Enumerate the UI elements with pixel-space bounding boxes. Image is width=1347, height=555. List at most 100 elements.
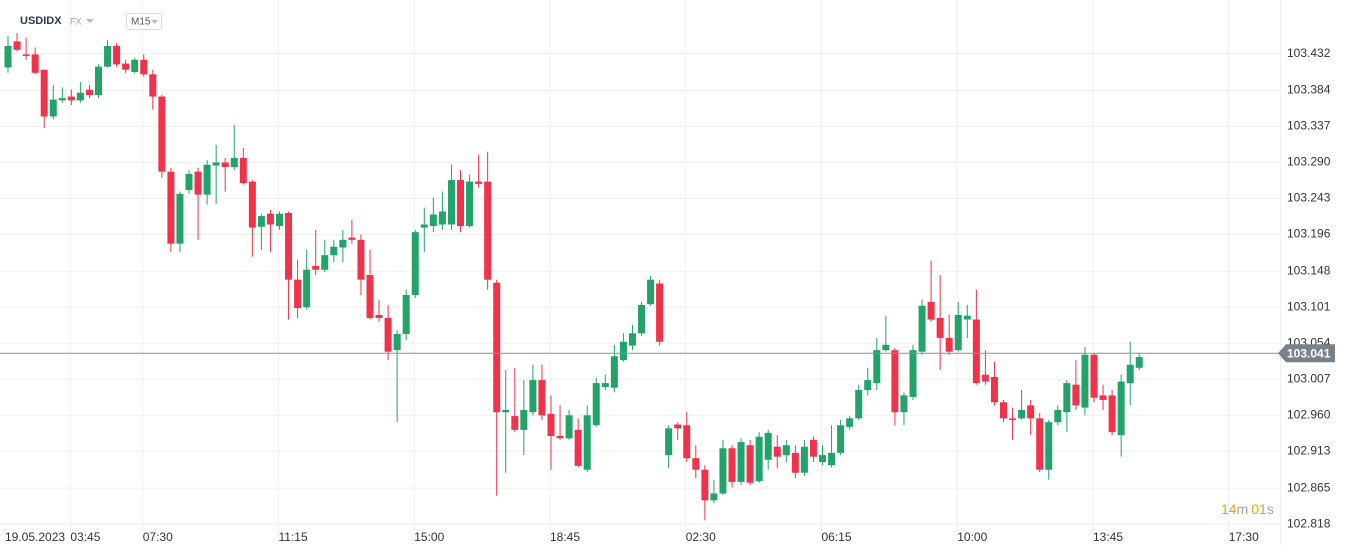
candle-body — [1045, 422, 1053, 470]
countdown-seconds: 01 — [1251, 501, 1267, 517]
candle-body — [22, 54, 30, 56]
y-tick-label: 103.432 — [1287, 46, 1331, 60]
candle-body — [194, 171, 202, 195]
market: FX — [70, 16, 82, 26]
candle-body — [990, 376, 998, 403]
y-tick-label: 103.148 — [1287, 263, 1331, 277]
candle-body — [1009, 418, 1017, 420]
candle-body — [1081, 354, 1089, 408]
candle-body — [647, 279, 655, 305]
candle-body — [1063, 383, 1071, 413]
candle-body — [927, 301, 935, 320]
candle-body — [484, 181, 492, 280]
y-tick-label: 103.337 — [1287, 119, 1331, 133]
candle-body — [556, 435, 564, 439]
candle-body — [846, 418, 854, 427]
candle-body — [746, 445, 754, 483]
interval-button[interactable] — [126, 13, 162, 30]
candle-body — [782, 445, 790, 456]
candle-body — [574, 429, 582, 466]
x-tick-label: 03:45 — [70, 530, 100, 544]
countdown-unit: m — [1237, 501, 1249, 517]
candle-body — [85, 89, 93, 96]
candle-body — [936, 317, 944, 338]
x-tick-label: 02:30 — [686, 530, 716, 544]
candle-body — [565, 415, 573, 439]
candle-body — [149, 74, 157, 97]
candle-body — [891, 350, 899, 413]
x-tick-label: 17:30 — [1229, 530, 1259, 544]
candle-body — [864, 380, 872, 391]
candle-body — [76, 92, 84, 101]
candle-body — [719, 448, 727, 494]
candle-body — [1135, 357, 1143, 368]
candle-body — [167, 171, 175, 244]
candle-body — [31, 54, 39, 73]
candle-body — [1108, 395, 1116, 433]
candle-body — [95, 66, 102, 96]
candle-body — [67, 96, 75, 101]
candle-body — [529, 380, 537, 413]
candle-body — [131, 59, 139, 73]
candle-body — [601, 383, 609, 387]
dropdown-arrow[interactable] — [86, 19, 94, 23]
candle-body — [493, 282, 501, 413]
y-tick-label: 102.960 — [1287, 407, 1331, 421]
candle-body — [303, 269, 311, 308]
y-tick-label: 102.818 — [1287, 516, 1331, 530]
candle-body — [764, 432, 772, 460]
countdown-minutes: 14 — [1221, 501, 1237, 517]
candle-body — [185, 173, 193, 191]
candle-body — [366, 275, 374, 318]
candle-body — [384, 317, 392, 352]
x-tick-label: 18:45 — [550, 530, 580, 544]
candle-body — [945, 337, 953, 352]
candle-body — [1000, 402, 1007, 419]
candle-body — [330, 246, 338, 256]
candle-body — [900, 395, 908, 413]
candle-body — [837, 425, 845, 453]
candle-body — [312, 265, 320, 270]
candle-body — [800, 446, 808, 473]
candle-body — [158, 96, 166, 172]
candle-body — [619, 341, 627, 361]
y-tick-label: 102.913 — [1287, 443, 1331, 457]
interval[interactable]: M15 — [131, 17, 151, 28]
candle-body — [248, 181, 256, 228]
candle-body — [257, 216, 265, 227]
candle-body — [819, 455, 826, 463]
candle-body — [339, 239, 347, 248]
last-price-tag — [1278, 344, 1335, 363]
candle-body — [375, 314, 383, 318]
interval-arrow[interactable] — [151, 20, 158, 24]
candle-body — [475, 181, 483, 184]
candle-body — [511, 416, 519, 430]
candle-body — [285, 213, 293, 280]
candle-body — [40, 69, 48, 117]
candle-body — [294, 279, 302, 309]
candle-body — [954, 314, 962, 351]
x-tick-label: 10:00 — [957, 530, 987, 544]
candle-body — [13, 41, 21, 50]
candle-body — [466, 181, 474, 227]
last-price-label: 103.041 — [1287, 346, 1331, 360]
candle-body — [176, 193, 184, 244]
candle-body — [1054, 409, 1062, 423]
candle-body — [1126, 364, 1134, 384]
y-tick-label: 103.101 — [1287, 299, 1331, 313]
candle-body — [665, 428, 673, 456]
candle-body — [502, 409, 510, 413]
candle-body — [239, 157, 247, 184]
x-tick-label: 15:00 — [414, 530, 444, 544]
candle-body — [266, 213, 274, 225]
candle-body — [357, 239, 365, 280]
candle-body — [828, 452, 836, 466]
candle-body — [855, 390, 863, 419]
candle-body — [628, 333, 636, 346]
candle-body — [321, 255, 329, 270]
candle-body — [348, 237, 356, 240]
candle-body — [520, 409, 528, 430]
symbol[interactable]: USDIDX — [20, 15, 62, 27]
candle-body — [4, 45, 12, 68]
candle-body — [773, 446, 781, 457]
